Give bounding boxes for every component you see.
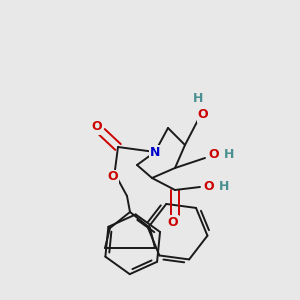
Text: O: O bbox=[168, 215, 178, 229]
Text: O: O bbox=[209, 148, 219, 160]
Text: O: O bbox=[92, 121, 102, 134]
Text: O: O bbox=[198, 109, 208, 122]
Text: H: H bbox=[193, 92, 203, 104]
Text: O: O bbox=[204, 179, 214, 193]
Text: H: H bbox=[219, 179, 229, 193]
Text: N: N bbox=[150, 146, 160, 158]
Text: O: O bbox=[108, 170, 118, 184]
Text: H: H bbox=[224, 148, 234, 160]
